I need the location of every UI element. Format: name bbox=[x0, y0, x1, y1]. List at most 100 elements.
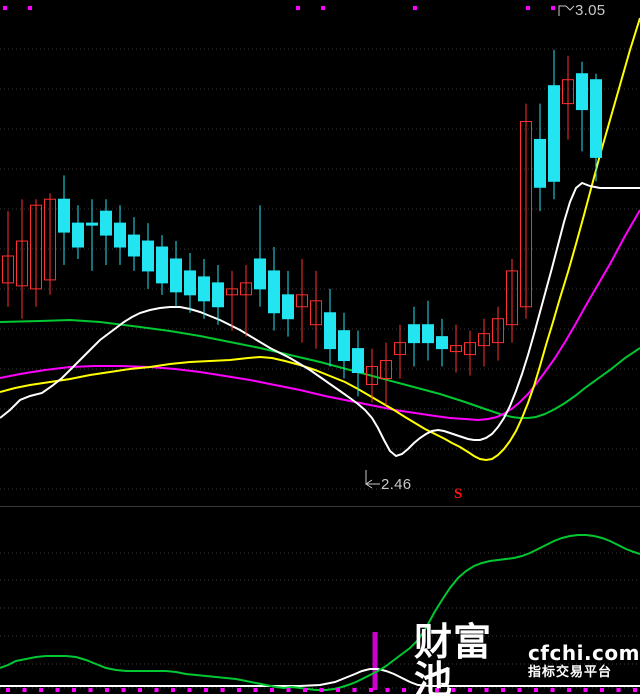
candle-body[interactable] bbox=[562, 79, 574, 105]
candle-body[interactable] bbox=[590, 79, 602, 158]
candle-body[interactable] bbox=[86, 222, 98, 226]
bottom-marker-dot bbox=[600, 688, 604, 692]
candle-body[interactable] bbox=[520, 121, 532, 308]
bottom-marker-dot bbox=[270, 688, 274, 692]
bottom-marker-dot bbox=[303, 688, 307, 692]
ma20-line bbox=[0, 209, 640, 422]
candle-body[interactable] bbox=[44, 198, 56, 281]
bottom-marker-dot bbox=[435, 688, 439, 692]
top-marker-dot bbox=[296, 6, 300, 10]
candle-body[interactable] bbox=[58, 198, 70, 233]
bottom-marker-dot bbox=[501, 688, 505, 692]
candle-body[interactable] bbox=[30, 204, 42, 290]
bottom-marker-dot bbox=[88, 688, 93, 692]
bottom-marker-dot bbox=[138, 688, 142, 692]
candle-body[interactable] bbox=[548, 85, 560, 182]
candle-body[interactable] bbox=[72, 222, 84, 248]
top-marker-dot bbox=[413, 6, 417, 10]
candle-body[interactable] bbox=[142, 240, 154, 272]
candle-body[interactable] bbox=[268, 270, 280, 314]
price-panel[interactable]: 3.05 2.46 S bbox=[0, 0, 640, 507]
candle-body[interactable] bbox=[492, 318, 504, 344]
high-price-label: 3.05 bbox=[575, 2, 606, 19]
bottom-marker-dot bbox=[418, 688, 423, 692]
candle-body[interactable] bbox=[576, 73, 588, 111]
bottom-marker-dot bbox=[583, 688, 588, 692]
bottom-marker-dot bbox=[220, 688, 225, 692]
candle-body[interactable] bbox=[2, 255, 14, 284]
bottom-marker-dot bbox=[171, 688, 175, 692]
candle-body[interactable] bbox=[352, 348, 364, 374]
bottom-marker-dot bbox=[616, 688, 621, 692]
candle-body[interactable] bbox=[506, 270, 518, 326]
candle-body[interactable] bbox=[226, 288, 238, 296]
low-price-label: 2.46 bbox=[381, 476, 412, 493]
bottom-marker-dot bbox=[369, 688, 373, 692]
ma60-line bbox=[0, 318, 640, 419]
indicator-baseline bbox=[0, 668, 640, 687]
candle-body[interactable] bbox=[198, 276, 210, 302]
bottom-marker-dot bbox=[484, 688, 489, 692]
candle-body[interactable] bbox=[240, 282, 252, 296]
candle-body[interactable] bbox=[156, 246, 168, 284]
candle-body[interactable] bbox=[184, 270, 196, 296]
indicator-bottom-markers bbox=[6, 688, 637, 692]
candle-body[interactable] bbox=[310, 300, 322, 326]
panel-divider bbox=[0, 506, 640, 507]
candle-body[interactable] bbox=[394, 342, 406, 356]
indicator-panel[interactable] bbox=[0, 508, 640, 694]
candle-body[interactable] bbox=[464, 342, 476, 356]
candle-body[interactable] bbox=[128, 234, 140, 257]
candle-body[interactable] bbox=[380, 360, 392, 379]
candle-body[interactable] bbox=[422, 324, 434, 344]
top-marker-dot bbox=[3, 6, 7, 10]
bottom-marker-dot bbox=[187, 688, 192, 692]
candle-body[interactable] bbox=[296, 294, 308, 308]
bottom-marker-dot bbox=[237, 688, 241, 692]
candle-body[interactable] bbox=[114, 222, 126, 248]
price-chart-svg[interactable] bbox=[0, 0, 640, 507]
bottom-marker-dot bbox=[385, 688, 390, 692]
candle-body[interactable] bbox=[338, 330, 350, 362]
bottom-marker-dot bbox=[72, 688, 76, 692]
candle-body[interactable] bbox=[408, 324, 420, 344]
indicator-chart-svg[interactable] bbox=[0, 508, 640, 694]
candle-body[interactable] bbox=[366, 366, 378, 385]
indicator-grid bbox=[0, 552, 640, 689]
candle-body[interactable] bbox=[212, 282, 224, 308]
candle-body[interactable] bbox=[534, 138, 546, 188]
bottom-marker-dot bbox=[154, 688, 159, 692]
price-grid bbox=[0, 48, 640, 490]
high-leader-line bbox=[558, 5, 575, 16]
indicator-main-line bbox=[0, 534, 640, 691]
bottom-marker-dot bbox=[567, 688, 571, 692]
candle-body[interactable] bbox=[100, 210, 112, 236]
bottom-marker-dot bbox=[121, 688, 126, 692]
top-signal-markers bbox=[3, 6, 555, 10]
candle-body[interactable] bbox=[16, 240, 28, 287]
candlestick-series[interactable] bbox=[2, 49, 602, 406]
candle-body[interactable] bbox=[282, 294, 294, 320]
sell-signal-marker[interactable]: S bbox=[454, 486, 463, 502]
bottom-marker-dot bbox=[105, 688, 109, 692]
top-marker-dot bbox=[551, 6, 555, 10]
bottom-marker-dot bbox=[534, 688, 538, 692]
candle-body[interactable] bbox=[450, 345, 462, 353]
bottom-marker-dot bbox=[6, 688, 10, 692]
candle-body[interactable] bbox=[170, 258, 182, 293]
top-marker-dot bbox=[28, 6, 32, 10]
candle-body[interactable] bbox=[324, 312, 336, 350]
candle-body[interactable] bbox=[478, 333, 490, 347]
candle-body[interactable] bbox=[436, 336, 448, 350]
bottom-marker-dot bbox=[319, 688, 324, 692]
bottom-marker-dot bbox=[402, 688, 406, 692]
bottom-marker-dot bbox=[517, 688, 522, 692]
bottom-marker-dot bbox=[336, 688, 340, 692]
bottom-marker-dot bbox=[22, 688, 27, 692]
low-leader-line bbox=[365, 470, 380, 489]
bottom-marker-dot bbox=[204, 688, 208, 692]
top-marker-dot bbox=[526, 6, 530, 10]
candle-body[interactable] bbox=[254, 258, 266, 290]
bottom-marker-dot bbox=[55, 688, 60, 692]
